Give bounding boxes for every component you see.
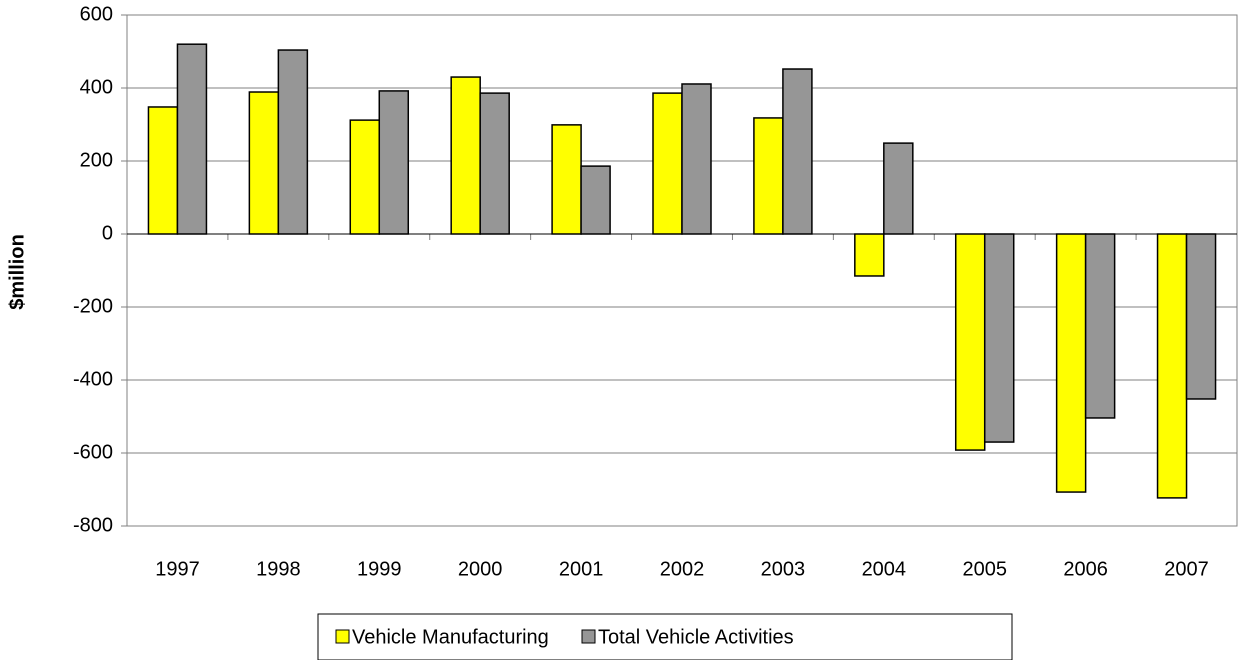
legend-label: Vehicle Manufacturing xyxy=(352,626,549,648)
legend-swatch xyxy=(581,629,596,644)
x-tick-label: 2005 xyxy=(962,558,1007,580)
y-tick-label: -800 xyxy=(73,514,113,536)
bar xyxy=(983,233,1015,443)
y-tick-label: -600 xyxy=(73,441,113,463)
x-tick-label: 2001 xyxy=(559,558,604,580)
x-tick-label: 2000 xyxy=(458,558,503,580)
bar xyxy=(248,91,280,235)
bar xyxy=(1084,233,1116,419)
x-tick-label: 2002 xyxy=(660,558,705,580)
bar xyxy=(1055,233,1087,493)
bar xyxy=(349,119,381,235)
x-tick-label: 1998 xyxy=(256,558,301,580)
y-tick-label: 200 xyxy=(80,149,113,171)
bar xyxy=(551,124,582,235)
bar xyxy=(753,117,784,235)
legend-box xyxy=(317,613,1013,660)
x-tick-label: 2003 xyxy=(761,558,806,580)
bar xyxy=(277,49,309,235)
bar xyxy=(378,90,410,235)
bar xyxy=(147,106,179,235)
bar xyxy=(854,233,885,277)
bar xyxy=(883,142,914,235)
bar xyxy=(580,165,611,235)
legend-label: Total Vehicle Activities xyxy=(598,626,794,648)
bar xyxy=(652,92,683,235)
x-tick-label: 1999 xyxy=(357,558,402,580)
x-tick-label: 2007 xyxy=(1164,558,1209,580)
y-tick-label: 400 xyxy=(80,76,113,98)
plot-border xyxy=(126,14,1238,527)
bar xyxy=(1185,233,1217,400)
y-tick-label: 600 xyxy=(80,3,113,25)
y-tick-label: -200 xyxy=(73,295,113,317)
bar xyxy=(954,233,986,451)
x-tick-label: 2006 xyxy=(1063,558,1108,580)
bar xyxy=(479,92,510,235)
bar xyxy=(681,83,712,235)
x-tick-label: 2004 xyxy=(862,558,907,580)
bar xyxy=(176,43,208,235)
y-tick-label: -400 xyxy=(73,368,113,390)
legend-swatch xyxy=(335,629,350,644)
bar xyxy=(1156,233,1188,499)
y-axis-label: $million xyxy=(6,234,28,310)
bar xyxy=(782,68,813,235)
bar xyxy=(450,76,481,235)
x-tick-label: 1997 xyxy=(155,558,200,580)
y-tick-label: 0 xyxy=(102,222,113,244)
